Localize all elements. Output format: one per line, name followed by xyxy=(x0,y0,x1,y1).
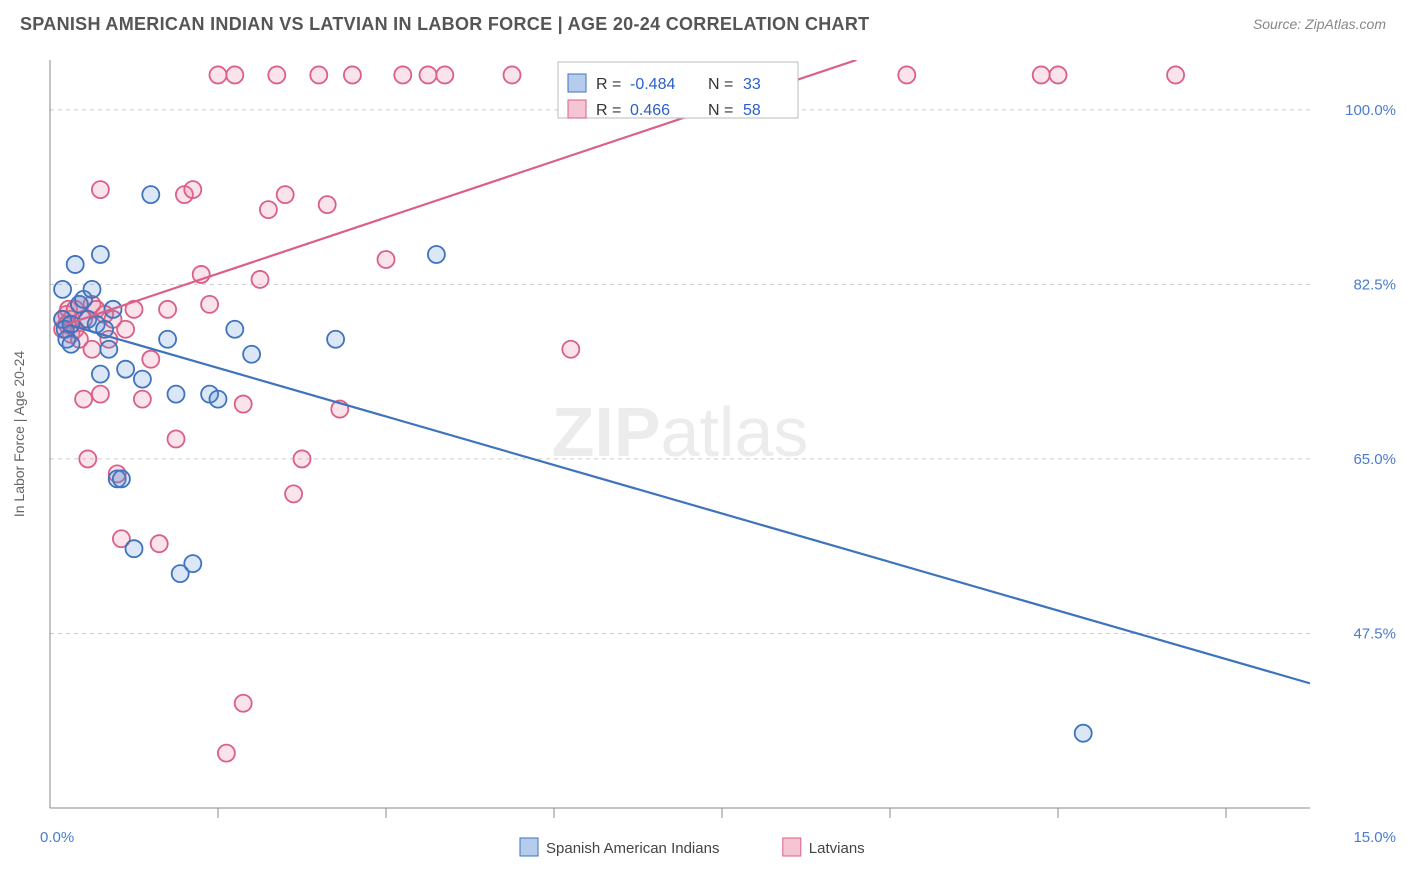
stats-legend-box xyxy=(558,62,798,118)
scatter-point xyxy=(134,371,151,388)
y-gridline-label: 82.5% xyxy=(1353,276,1396,293)
trend-line xyxy=(67,324,1310,683)
scatter-point xyxy=(134,391,151,408)
bottom-legend-label: Spanish American Indians xyxy=(546,840,719,857)
scatter-point xyxy=(504,66,521,83)
scatter-point xyxy=(75,391,92,408)
legend-swatch xyxy=(568,74,586,92)
scatter-point xyxy=(184,181,201,198)
scatter-point xyxy=(113,470,130,487)
scatter-point xyxy=(436,66,453,83)
chart-source: Source: ZipAtlas.com xyxy=(1253,16,1386,32)
scatter-point xyxy=(243,346,260,363)
y-gridline-label: 100.0% xyxy=(1345,102,1396,119)
scatter-point xyxy=(268,66,285,83)
scatter-point xyxy=(142,186,159,203)
x-end-label: 15.0% xyxy=(1353,829,1396,846)
scatter-point xyxy=(210,66,227,83)
scatter-point xyxy=(168,386,185,403)
chart-svg: 47.5% 65.0% 82.5% 100.0% 0.0% 15.0% In Labor F… xyxy=(0,48,1406,892)
scatter-point xyxy=(92,246,109,263)
scatter-point xyxy=(277,186,294,203)
y-axis-label: In Labor Force | Age 20-24 xyxy=(11,351,27,518)
scatter-point xyxy=(319,196,336,213)
scatter-point xyxy=(327,331,344,348)
scatter-point xyxy=(84,281,101,298)
scatter-point xyxy=(1167,66,1184,83)
scatter-point xyxy=(1050,66,1067,83)
legend-r-value: -0.484 xyxy=(630,76,675,93)
scatter-point xyxy=(1075,725,1092,742)
scatter-point xyxy=(898,66,915,83)
scatter-point xyxy=(226,321,243,338)
scatter-point xyxy=(79,450,96,467)
y-gridline-label: 65.0% xyxy=(1353,451,1396,468)
scatter-point xyxy=(562,341,579,358)
y-gridline-label: 47.5% xyxy=(1353,625,1396,642)
correlation-chart: 47.5% 65.0% 82.5% 100.0% 0.0% 15.0% In Labor F… xyxy=(0,48,1406,892)
scatter-point xyxy=(92,386,109,403)
scatter-point xyxy=(159,301,176,318)
bottom-legend-swatch xyxy=(520,838,538,856)
bottom-legend-swatch xyxy=(783,838,801,856)
scatter-point xyxy=(184,555,201,572)
scatter-point xyxy=(1033,66,1050,83)
scatter-point xyxy=(294,450,311,467)
legend-n-value: 33 xyxy=(743,76,761,93)
scatter-point xyxy=(235,695,252,712)
legend-r-label: R = xyxy=(596,102,621,119)
scatter-point xyxy=(117,321,134,338)
scatter-point xyxy=(344,66,361,83)
scatter-point xyxy=(92,181,109,198)
chart-header: SPANISH AMERICAN INDIAN VS LATVIAN IN LA… xyxy=(0,0,1406,48)
scatter-point xyxy=(285,485,302,502)
legend-n-label: N = xyxy=(708,102,733,119)
scatter-point xyxy=(151,535,168,552)
chart-title: SPANISH AMERICAN INDIAN VS LATVIAN IN LA… xyxy=(20,14,869,35)
legend-n-label: N = xyxy=(708,76,733,93)
scatter-point xyxy=(67,256,84,273)
legend-n-value: 58 xyxy=(743,102,761,119)
scatter-point xyxy=(226,66,243,83)
scatter-point xyxy=(84,341,101,358)
legend-r-label: R = xyxy=(596,76,621,93)
scatter-point xyxy=(100,341,117,358)
scatter-point xyxy=(394,66,411,83)
watermark: ZIPatlas xyxy=(552,393,809,471)
scatter-point xyxy=(428,246,445,263)
legend-r-value: 0.466 xyxy=(630,102,670,119)
scatter-point xyxy=(168,430,185,447)
scatter-point xyxy=(126,540,143,557)
scatter-point xyxy=(54,281,71,298)
scatter-point xyxy=(210,391,227,408)
scatter-point xyxy=(63,316,80,333)
scatter-point xyxy=(159,331,176,348)
x-start-label: 0.0% xyxy=(40,829,74,846)
bottom-legend-label: Latvians xyxy=(809,840,865,857)
scatter-point xyxy=(117,361,134,378)
legend-swatch xyxy=(568,100,586,118)
scatter-point xyxy=(235,396,252,413)
scatter-point xyxy=(378,251,395,268)
scatter-point xyxy=(63,336,80,353)
scatter-point xyxy=(92,366,109,383)
scatter-point xyxy=(201,296,218,313)
scatter-point xyxy=(310,66,327,83)
scatter-point xyxy=(142,351,159,368)
scatter-point xyxy=(260,201,277,218)
scatter-point xyxy=(420,66,437,83)
scatter-point xyxy=(218,745,235,762)
scatter-point xyxy=(252,271,269,288)
